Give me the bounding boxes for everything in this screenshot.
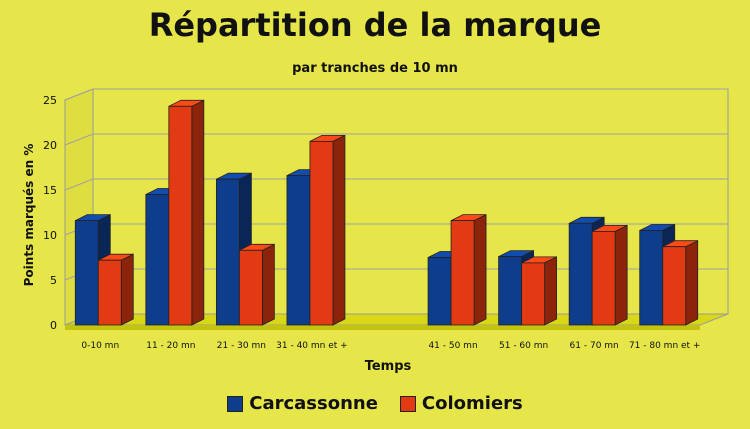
bar-colomiers-8: [662, 246, 687, 326]
y-tick-label: 0: [50, 319, 57, 332]
bar-carcassonne-7: [568, 222, 593, 326]
legend: Carcassonne Colomiers: [0, 393, 750, 414]
bar-carcassonne-5: [427, 257, 452, 326]
legend-item-carcassonne: Carcassonne: [227, 393, 378, 414]
bar-carcassonne-8: [639, 230, 664, 326]
y-tick-label: 25: [43, 94, 57, 107]
bar-side: [332, 134, 346, 326]
bar-side: [544, 256, 558, 326]
x-tick-label: 0-10 mn: [81, 341, 119, 351]
chart-subtitle: par tranches de 10 mn: [292, 61, 458, 76]
bar-colomiers-2: [238, 249, 263, 326]
gridline: [64, 88, 728, 101]
bar-carcassonne-6: [498, 256, 523, 326]
x-tick-label: 61 - 70 mn: [570, 341, 619, 351]
bar-carcassonne-3: [286, 175, 311, 326]
bar-side: [261, 243, 275, 326]
legend-swatch-colomiers: [399, 395, 416, 412]
bar-colomiers-3: [309, 140, 334, 326]
x-tick-label: 11 - 20 mn: [146, 341, 195, 351]
bar-side: [685, 240, 699, 326]
bar-carcassonne-0: [74, 220, 99, 326]
bar-colomiers-1: [168, 105, 193, 326]
y-tick-label: 20: [43, 139, 57, 152]
legend-label-carcassonne: Carcassonne: [249, 393, 378, 414]
x-tick-label: 31 - 40 mn et +: [276, 341, 348, 351]
bar-side: [120, 253, 134, 326]
chart-floor-edge: [65, 325, 700, 330]
bar-colomiers-5: [450, 220, 475, 326]
gridline: [64, 178, 728, 191]
bar-carcassonne-2: [215, 178, 240, 326]
legend-swatch-carcassonne: [227, 395, 244, 412]
y-tick-label: 5: [50, 274, 57, 287]
legend-item-colomiers: Colomiers: [399, 393, 523, 414]
x-tick-label: 71 - 80 mn et +: [629, 341, 701, 351]
bar-side: [473, 213, 487, 326]
bar-side: [614, 224, 628, 326]
x-axis-title: Temps: [365, 359, 412, 374]
bar-colomiers-0: [97, 259, 122, 326]
bar-carcassonne-1: [145, 194, 170, 326]
bar-colomiers-6: [521, 262, 546, 326]
chart-title: Répartition de la marque: [148, 6, 602, 44]
y-tick-label: 10: [43, 229, 57, 242]
y-tick-label: 15: [43, 184, 57, 197]
bar-colomiers-7: [591, 230, 616, 326]
gridline: [64, 133, 728, 146]
legend-label-colomiers: Colomiers: [421, 393, 523, 414]
bar-side: [191, 99, 205, 326]
x-tick-label: 21 - 30 mn: [217, 341, 266, 351]
x-tick-label: 51 - 60 mn: [499, 341, 548, 351]
x-tick-label: 41 - 50 mn: [428, 341, 477, 351]
y-axis-title: Points marqués en %: [22, 144, 36, 287]
